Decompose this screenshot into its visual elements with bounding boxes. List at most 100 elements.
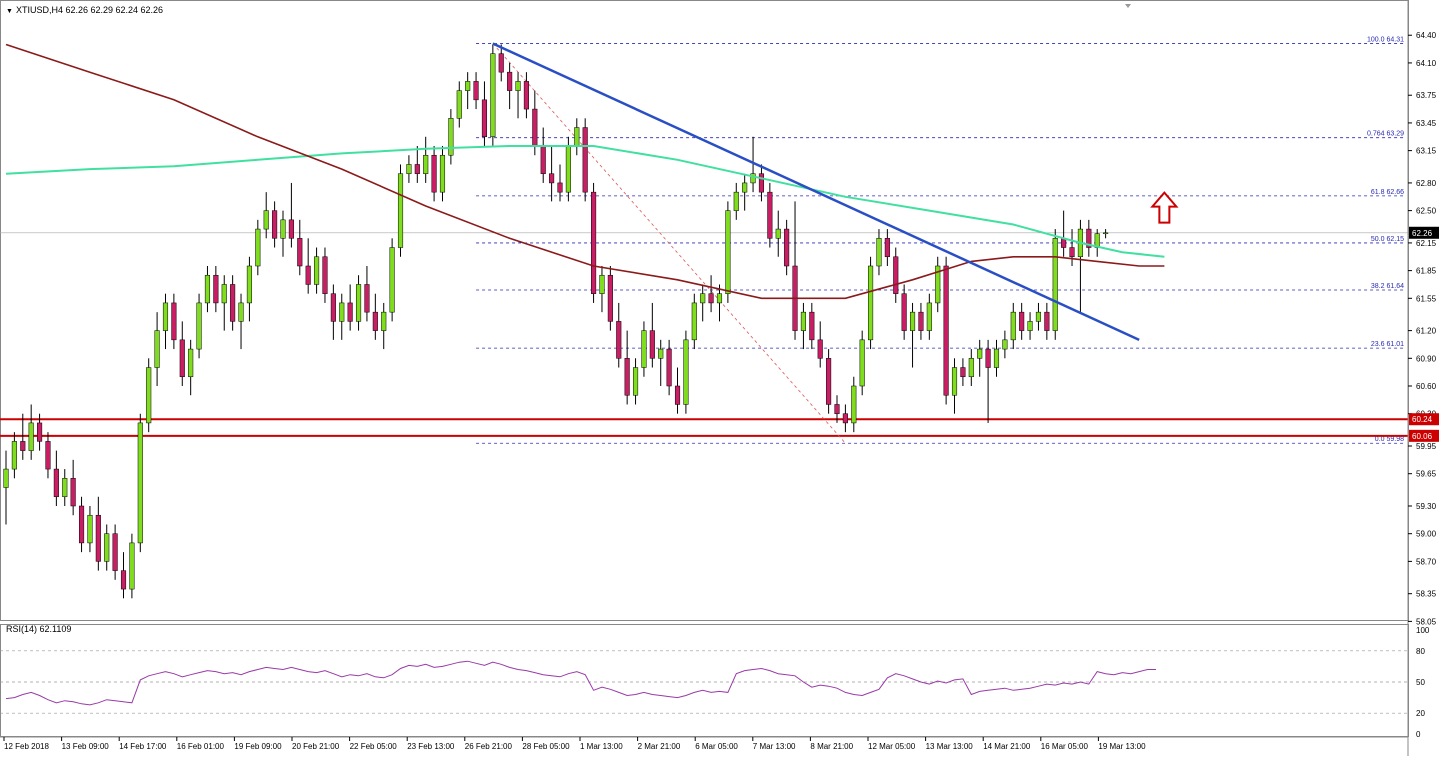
- bearish-candle-body: [557, 182, 563, 193]
- bullish-candle-body: [87, 514, 93, 544]
- bearish-candle-body: [607, 274, 613, 322]
- bearish-candle-body: [901, 293, 907, 331]
- rsi-tick-label: 100: [1416, 626, 1430, 635]
- bearish-candle-body: [322, 256, 328, 294]
- bullish-candle-body: [851, 385, 857, 424]
- candle: [137, 413, 143, 553]
- candle: [423, 136, 429, 183]
- bullish-candle-body: [859, 339, 865, 387]
- x-tick-label: 7 Mar 13:00: [753, 742, 796, 751]
- bearish-candle-body: [834, 404, 840, 414]
- bullish-candle-body: [565, 145, 571, 193]
- candle: [591, 182, 597, 303]
- candle: [1044, 302, 1050, 340]
- dropdown-triangle-icon[interactable]: ▼: [6, 8, 13, 15]
- candle: [196, 293, 202, 359]
- candle: [582, 118, 588, 202]
- symbol-line: XTIUSD,H4 62.26 62.29 62.24 62.26: [15, 5, 164, 15]
- bullish-candle-body: [339, 302, 345, 322]
- candle: [742, 173, 748, 211]
- candle: [876, 229, 882, 276]
- support-price-label: 60.06: [1412, 432, 1433, 441]
- rsi-tick-label: 20: [1416, 709, 1425, 718]
- bullish-candle-body: [1103, 232, 1109, 235]
- bullish-candle-body: [700, 293, 706, 304]
- candle: [1035, 302, 1042, 331]
- candle: [20, 413, 26, 460]
- bearish-trendline: [492, 42, 1140, 341]
- candle: [826, 349, 832, 414]
- y-tick-label: 63.45: [1416, 119, 1437, 128]
- rsi-header: RSI(14) 62.1109: [6, 624, 72, 634]
- bullish-candle-body: [716, 293, 723, 304]
- y-tick-label: 64.10: [1416, 59, 1437, 68]
- bearish-candle-body: [918, 311, 924, 331]
- candle: [288, 182, 294, 248]
- bearish-candle-body: [414, 164, 420, 174]
- candle: [549, 146, 555, 202]
- bearish-candle-body: [53, 468, 59, 498]
- candle: [951, 358, 958, 414]
- rsi-line: [5, 660, 1156, 706]
- candle: [314, 247, 320, 294]
- bullish-candle-body: [154, 330, 160, 368]
- candle: [322, 247, 328, 303]
- bearish-candle-body: [230, 284, 236, 322]
- candle: [700, 284, 706, 322]
- candle: [238, 293, 244, 350]
- shift-marker-icon: [1125, 4, 1131, 8]
- x-tick-label: 14 Feb 17:00: [119, 742, 167, 751]
- bearish-candle-body: [826, 358, 832, 405]
- candle: [800, 302, 806, 350]
- candle: [1086, 219, 1092, 257]
- candle: [1103, 229, 1109, 239]
- candle: [297, 219, 303, 276]
- candle: [95, 496, 101, 571]
- current-price-tag: [1409, 226, 1439, 239]
- bullish-candle-body: [397, 173, 404, 248]
- candle: [809, 302, 815, 350]
- y-tick-label: 59.30: [1416, 502, 1437, 511]
- candle: [750, 136, 756, 193]
- candle: [859, 330, 865, 396]
- bullish-candle-body: [691, 302, 697, 341]
- candle: [901, 284, 907, 340]
- y-tick-label: 58.05: [1416, 617, 1437, 626]
- bearish-candle-body: [272, 210, 278, 239]
- bullish-candle-body: [129, 542, 135, 590]
- candle: [708, 275, 714, 313]
- bearish-candle-body: [666, 348, 672, 387]
- candle: [45, 432, 51, 479]
- bullish-candle-body: [465, 81, 471, 91]
- candle: [767, 182, 773, 248]
- candle: [926, 293, 932, 340]
- x-tick-label: 16 Mar 05:00: [1041, 742, 1089, 751]
- bearish-candle-body: [20, 441, 26, 451]
- bullish-candle-body: [28, 422, 34, 451]
- candle: [213, 266, 219, 313]
- candle: [842, 404, 848, 433]
- bearish-candle-body: [1019, 311, 1025, 331]
- candle: [1010, 302, 1016, 350]
- candle: [473, 72, 479, 110]
- x-tick-label: 13 Mar 13:00: [926, 742, 974, 751]
- bullish-candle-body: [742, 182, 748, 193]
- bearish-candle-body: [649, 330, 655, 359]
- candle: [649, 302, 655, 368]
- y-tick-label: 61.55: [1416, 294, 1437, 303]
- candle: [725, 201, 731, 303]
- bullish-candle-body: [238, 302, 244, 322]
- candle: [632, 358, 639, 405]
- bullish-candle-body: [439, 154, 446, 193]
- bullish-candle-body: [977, 348, 983, 359]
- candle: [305, 238, 311, 294]
- candle: [414, 146, 420, 183]
- x-tick-label: 23 Feb 13:00: [407, 742, 455, 751]
- candle: [154, 312, 160, 386]
- y-tick-label: 58.35: [1416, 590, 1437, 599]
- up-arrow-icon: [1150, 191, 1179, 224]
- bearish-candle-body: [1086, 228, 1092, 248]
- bearish-candle-body: [549, 173, 555, 184]
- candle: [599, 266, 605, 313]
